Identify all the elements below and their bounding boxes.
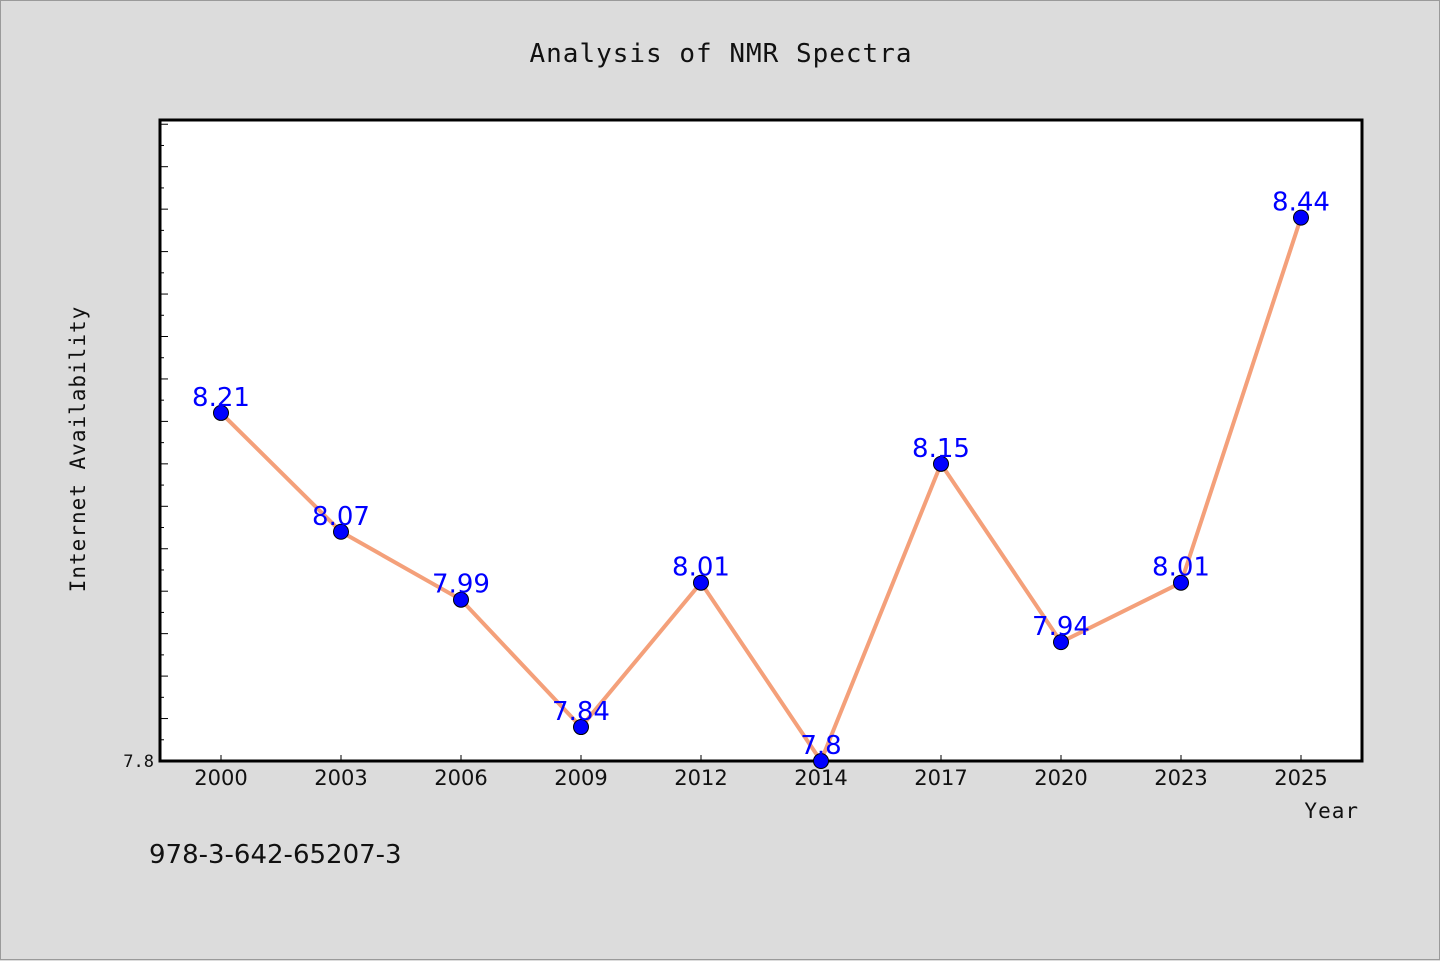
x-tick-label: 2009 — [554, 766, 607, 790]
x-axis-label: Year — [1304, 799, 1359, 823]
data-point — [1173, 574, 1189, 591]
data-point — [573, 719, 589, 736]
x-tick-label: 2023 — [1154, 766, 1207, 790]
data-label: 8.44 — [1272, 188, 1330, 218]
data-label: 8.15 — [912, 434, 970, 464]
x-tick-label: 2000 — [194, 766, 247, 790]
series-group — [213, 209, 1309, 769]
x-tick-label: 2025 — [1274, 766, 1327, 790]
data-point — [933, 455, 949, 472]
data-point — [1053, 634, 1069, 651]
data-label: 8.07 — [312, 502, 370, 532]
x-tick-label: 2017 — [914, 766, 967, 790]
x-tick-label: 2020 — [1034, 766, 1087, 790]
y-tick-label: 7.8 — [123, 752, 154, 772]
data-point — [213, 404, 229, 421]
isbn-text: 978-3-642-65207-3 — [149, 840, 402, 870]
plot-area — [158, 118, 1364, 763]
data-label: 8.01 — [1152, 553, 1210, 583]
series-line — [219, 217, 1303, 763]
data-label: 7.99 — [432, 570, 490, 600]
y-axis-label: Internet Availability — [66, 306, 90, 593]
chart-title: Analysis of NMR Spectra — [529, 39, 912, 69]
data-point — [453, 591, 469, 608]
data-label: 7.8 — [800, 731, 841, 761]
data-label: 7.84 — [552, 697, 610, 727]
x-tick-label: 2012 — [674, 766, 727, 790]
data-point — [693, 574, 709, 591]
x-tick-label: 2006 — [434, 766, 487, 790]
y-axis-ticks: 7.8 — [123, 123, 168, 772]
data-labels-group: 8.21 8.07 7.99 7.84 8.01 7.8 8.15 7.94 8.01 8.44 — [192, 188, 1330, 761]
x-axis-ticks: 2000 2003 2006 2009 2012 2014 2017 2020 2023 2025 — [194, 755, 1328, 790]
data-label: 8.01 — [672, 553, 730, 583]
x-tick-label: 2003 — [314, 766, 367, 790]
data-label: 7.94 — [1032, 612, 1090, 642]
data-point — [333, 523, 349, 540]
data-label: 8.21 — [192, 383, 250, 413]
data-point — [1293, 209, 1309, 226]
x-tick-label: 2014 — [794, 766, 847, 790]
data-point — [813, 753, 829, 769]
